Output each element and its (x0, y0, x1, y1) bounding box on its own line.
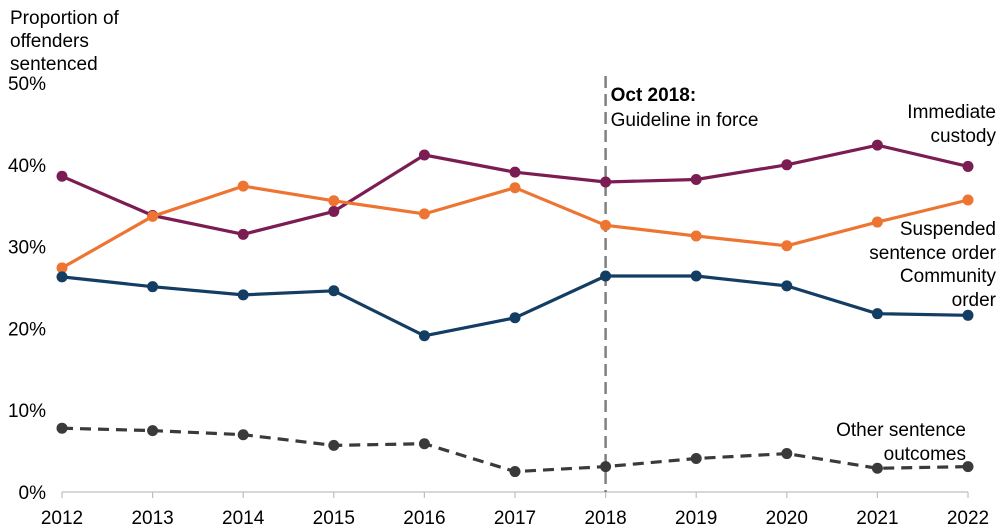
y-tick-labels: 0% 10% 20% 30% 40% 50% (8, 74, 46, 504)
data-point (871, 462, 883, 474)
series-label-community-line-2: order (952, 290, 997, 311)
series-group (56, 139, 974, 478)
x-tick-labels: 2012 2013 2014 2015 2016 2017 2018 2019 2020 2021… (41, 492, 989, 529)
data-point (418, 208, 430, 220)
data-point (690, 270, 702, 282)
data-point (418, 149, 430, 161)
data-point (56, 271, 68, 283)
y-axis-label-line-2: offenders (10, 31, 89, 52)
series-line (61, 274, 969, 338)
x-tick-label: 2014 (222, 508, 265, 529)
data-point (509, 466, 521, 478)
data-point (418, 438, 430, 450)
data-point (509, 312, 521, 324)
data-point (56, 422, 68, 434)
data-point (56, 262, 68, 274)
data-point (781, 159, 793, 171)
y-tick-label: 10% (8, 401, 46, 422)
series-label-other-line-2: outcomes (884, 444, 966, 465)
data-point (690, 230, 702, 242)
series-label-immediate-custody-line-2: custody (931, 126, 997, 147)
x-tick-label: 2015 (313, 508, 355, 529)
y-tick-label: 30% (8, 238, 46, 259)
data-point (600, 219, 612, 231)
x-tick-label: 2017 (494, 508, 536, 529)
data-point (237, 228, 249, 240)
series-label-immediate-custody-line-1: Immediate (907, 102, 996, 123)
y-axis-label-line-1: Proportion of (10, 8, 120, 29)
series-line (61, 184, 969, 270)
data-point (147, 210, 159, 222)
data-point (781, 448, 793, 460)
y-tick-label: 0% (19, 483, 47, 504)
series-label-suspended-line-1: Suspended (900, 219, 996, 240)
x-tick-label: 2016 (403, 508, 445, 529)
data-point (237, 180, 249, 192)
x-tick-label: 2012 (41, 508, 83, 529)
data-point (962, 160, 974, 172)
data-point (600, 461, 612, 473)
data-point (962, 194, 974, 206)
data-point (871, 139, 883, 151)
x-tick-label: 2021 (856, 508, 898, 529)
annotation-date: Oct 2018: (611, 85, 697, 106)
x-tick-label: 2018 (584, 508, 626, 529)
data-point (781, 240, 793, 252)
data-point (509, 182, 521, 194)
data-point (962, 461, 974, 473)
series-label-suspended-line-2: sentence order (869, 243, 996, 264)
data-point (328, 195, 340, 207)
data-point (600, 176, 612, 188)
y-tick-label: 50% (8, 74, 46, 95)
data-point (328, 205, 340, 217)
series-label-other-line-1: Other sentence (836, 420, 966, 441)
data-point (237, 289, 249, 301)
data-point (690, 174, 702, 186)
data-point (147, 281, 159, 293)
x-tick-label: 2022 (947, 508, 989, 529)
annotation-text: Guideline in force (611, 110, 759, 131)
x-tick-label: 2020 (766, 508, 808, 529)
data-point (509, 166, 521, 178)
y-tick-label: 20% (8, 319, 46, 340)
data-point (871, 308, 883, 320)
data-point (328, 285, 340, 297)
series-label-community-line-1: Community (900, 266, 997, 287)
x-tick-label: 2013 (131, 508, 173, 529)
y-axis-label-line-3: sentenced (10, 54, 98, 75)
x-tick-label: 2019 (675, 508, 717, 529)
data-point (600, 270, 612, 282)
data-point (781, 280, 793, 292)
data-point (56, 170, 68, 182)
y-tick-label: 40% (8, 156, 46, 177)
data-point (237, 429, 249, 441)
data-point (418, 330, 430, 342)
data-point (147, 425, 159, 437)
data-point (871, 216, 883, 228)
data-point (328, 439, 340, 451)
data-point (962, 309, 974, 321)
data-point (690, 452, 702, 464)
series-line (61, 426, 969, 474)
